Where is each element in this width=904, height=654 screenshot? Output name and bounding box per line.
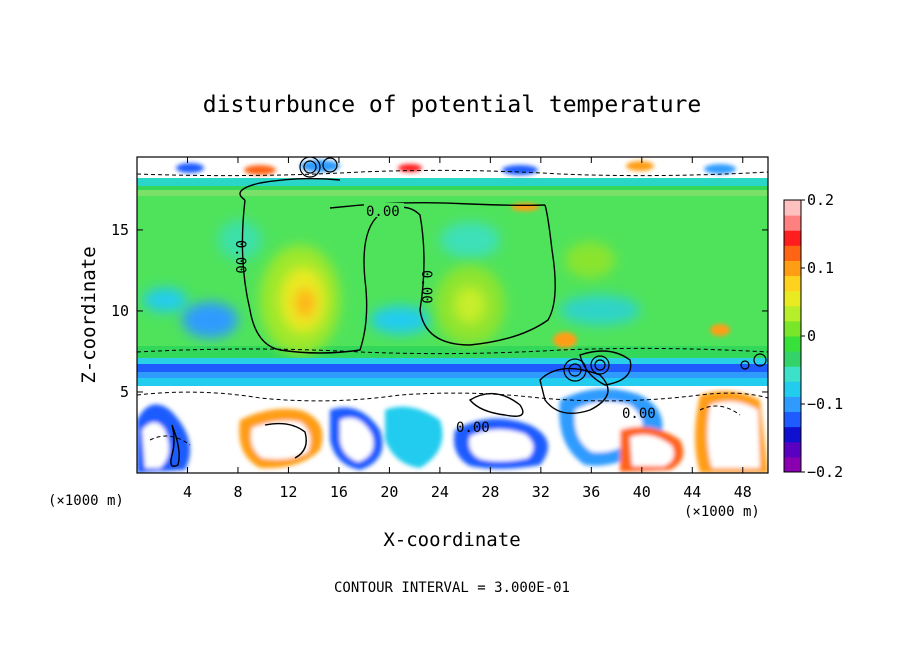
- x-tick-label: 44: [683, 483, 701, 501]
- x-tick-label: 48: [734, 483, 752, 501]
- colorbar-tick-label: −0.1: [807, 395, 843, 413]
- x-tick-label: 20: [380, 483, 398, 501]
- colorbar-swatch: [784, 320, 801, 337]
- contour-clusters: [299, 157, 767, 382]
- colorbar-swatch: [784, 275, 801, 292]
- colorbar-swatch: [784, 426, 801, 443]
- x-unit-right: (×1000 m): [684, 504, 760, 520]
- colorbar-swatch: [784, 396, 801, 413]
- y-tick-label: 10: [111, 302, 129, 320]
- plot-frame: [136, 156, 769, 474]
- top-green-stripe: [137, 190, 768, 196]
- colorbar-swatch: [784, 230, 801, 246]
- cold-band-edge-top: [137, 358, 768, 364]
- colorbar-swatch: [784, 305, 801, 322]
- colorbar-tick-label: 0.1: [807, 259, 834, 277]
- y-axis-title: Z-coordinate: [78, 246, 100, 383]
- x-axis-title: X-coordinate: [383, 529, 520, 551]
- colorbar-swatch: [784, 441, 801, 458]
- contour-label: 0.00: [456, 420, 490, 436]
- cold-band-lower: [137, 378, 768, 386]
- x-tick-label: 40: [633, 483, 651, 501]
- potential-temperature-field: [137, 157, 768, 473]
- x-tick-label: 36: [582, 483, 600, 501]
- colorbar-swatch: [784, 366, 801, 382]
- colorbar-swatch: [784, 351, 801, 367]
- contour-dashed-lines: [137, 169, 768, 446]
- x-tick-label: 8: [233, 483, 242, 501]
- x-tick-label: 16: [330, 483, 348, 501]
- cold-band-core: [137, 364, 768, 372]
- x-tick-label: 4: [183, 483, 192, 501]
- y-tick-label: 5: [120, 383, 129, 401]
- contour-label: 0.00: [418, 270, 434, 304]
- colorbar-swatch: [784, 411, 801, 428]
- warm-patches: [260, 242, 615, 355]
- x-axis: 4 8 12 16 20 24 28 32 36 40 44 48: [183, 157, 752, 501]
- contour-label-group: 0.00 0.00 0.00 0.00 0.00: [232, 203, 656, 436]
- colorbar-swatch: [784, 245, 801, 261]
- colorbar-swatch: [784, 336, 801, 352]
- colorbar-tick-label: −0.2: [807, 463, 843, 481]
- x-tick-label: 12: [279, 483, 297, 501]
- colorbar-swatch: [784, 381, 801, 397]
- colorbar-tick-label: 0.2: [807, 191, 834, 209]
- cool-patches: [143, 220, 640, 338]
- y-axis: 5 10 15: [111, 221, 768, 401]
- contour-upper-left: [239, 177, 341, 201]
- y-tick-label: 15: [111, 221, 129, 239]
- contour-interval-note: CONTOUR INTERVAL = 3.000E-01: [334, 580, 570, 596]
- cold-band-edge-bottom: [137, 372, 768, 378]
- chart-title: disturbunce of potential temperature: [203, 92, 702, 118]
- contour-lower-left: [170, 424, 180, 467]
- contour-lower-5: [579, 350, 632, 386]
- top-cyan-stripe: [137, 178, 768, 186]
- x-tick-label: 24: [431, 483, 449, 501]
- top-noise-band: [137, 157, 768, 181]
- x-tick-label: 32: [532, 483, 550, 501]
- colorbar-swatch: [784, 215, 801, 231]
- colorbar-tick-label: 0: [807, 327, 816, 345]
- colorbar: 0.2 0.1 0 −0.1 −0.2: [783, 191, 843, 481]
- boundary-layer-patches: [137, 388, 768, 473]
- contour-label: 0.00: [622, 406, 656, 422]
- colorbar-swatch: [784, 456, 801, 473]
- contour-label: 0.00: [366, 204, 400, 220]
- x-unit-left: (×1000 m): [48, 493, 124, 509]
- x-tick-label: 28: [481, 483, 499, 501]
- contour-label: 0.00: [232, 240, 248, 274]
- colorbar-swatch: [784, 260, 801, 277]
- colorbar-swatch: [784, 290, 801, 307]
- colorbar-swatch: [784, 200, 801, 216]
- contour-lower-2: [264, 422, 307, 459]
